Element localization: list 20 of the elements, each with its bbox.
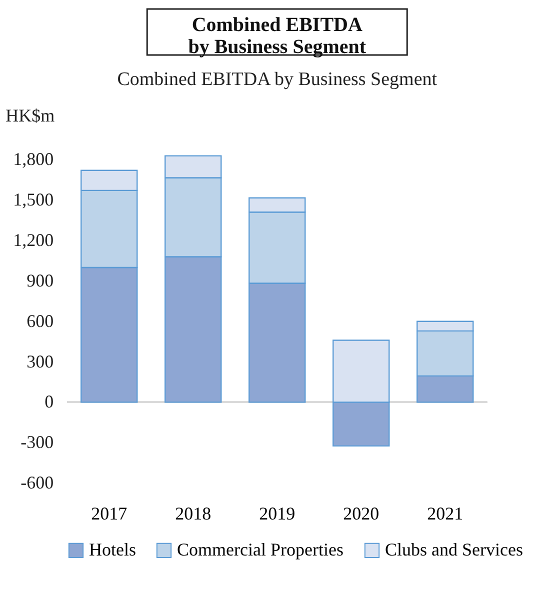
x-tick-label: 2019 [259,504,296,524]
y-tick-label: 0 [44,392,54,412]
y-tick-label: 300 [26,351,54,372]
legend-label: Hotels [89,539,136,560]
x-tick-label: 2017 [91,504,128,524]
legend-label: Commercial Properties [177,539,344,560]
x-tick-label: 2020 [343,504,380,524]
y-tick-label: 1,500 [13,190,54,210]
y-tick-label: 1,200 [13,230,54,250]
legend-label: Clubs and Services [385,539,523,560]
y-tick-label: -600 [20,472,54,492]
y-axis-title: HK$m [6,106,55,126]
chart-subtitle: Combined EBITDA by Business Segment [117,69,438,90]
y-tick-label: 600 [26,310,54,331]
x-tick-label: 2021 [427,504,464,524]
y-tick-label: 900 [26,270,54,290]
y-tick-label: -300 [20,432,54,452]
chart-title: Combined EBITDA by Business Segment [188,14,366,58]
x-tick-label: 2018 [175,504,212,524]
y-tick-label: 1,800 [13,149,54,170]
